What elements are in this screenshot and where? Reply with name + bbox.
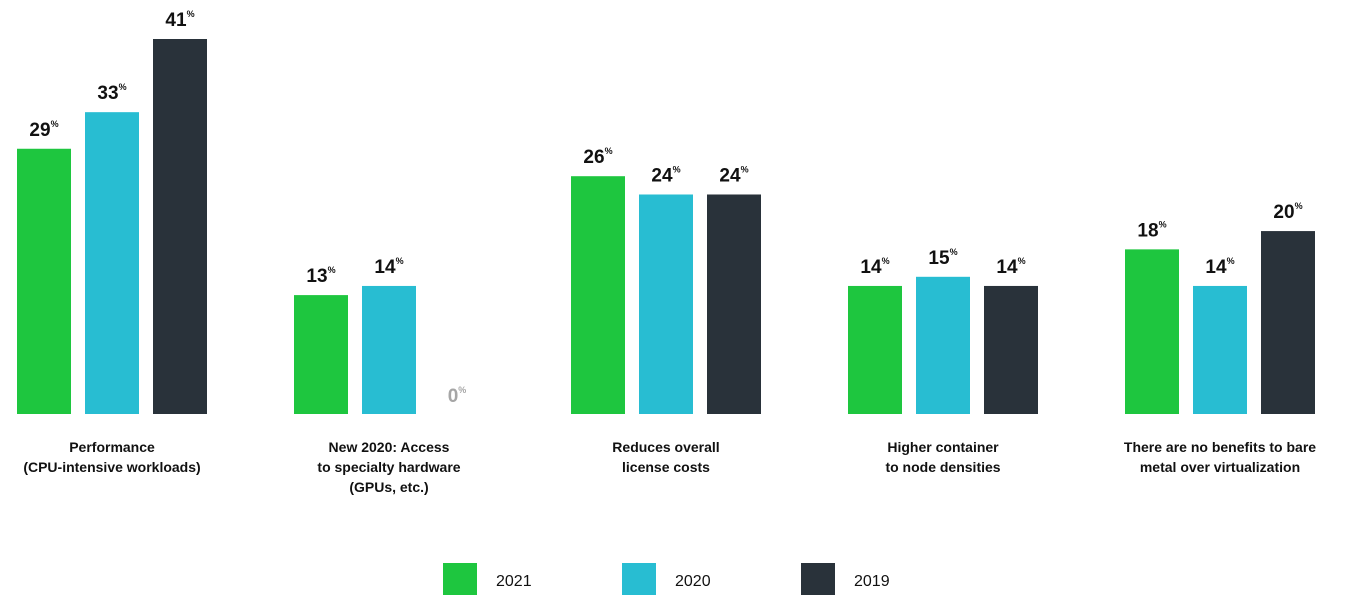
value-label: 20% — [1273, 201, 1302, 223]
category-label: license costs — [622, 459, 710, 475]
bar-2021-1 — [294, 295, 348, 414]
category-label: There are no benefits to bare — [1124, 439, 1316, 455]
category-label: to specialty hardware — [317, 459, 460, 475]
category-label: Reduces overall — [612, 439, 719, 455]
value-label: 15% — [928, 247, 957, 269]
value-label: 14% — [1205, 256, 1234, 278]
legend-swatch-2019 — [801, 563, 835, 595]
value-label: 14% — [374, 256, 403, 278]
bar-2019-0 — [153, 39, 207, 414]
category-label: (CPU-intensive workloads) — [23, 459, 200, 475]
legend-label-2019: 2019 — [854, 573, 890, 590]
bars-layer — [17, 39, 1315, 415]
category-label: metal over virtualization — [1140, 459, 1300, 475]
bar-2019-2 — [707, 194, 761, 414]
bar-2020-2 — [639, 194, 693, 414]
bar-2021-2 — [571, 176, 625, 414]
bar-2021-4 — [1125, 249, 1179, 414]
bar-2020-1 — [362, 285, 416, 414]
category-labels-layer: Performance (CPU-intensive workloads) New … — [23, 439, 1316, 495]
bar-2020-4 — [1193, 285, 1247, 414]
category-label: to node densities — [885, 459, 1000, 475]
value-labels-layer: 29% 33% 41% 13% 14% 0% 26% 24% 24% 14% 15% 14% 18% 14… — [29, 9, 1302, 407]
value-label: 33% — [97, 82, 126, 104]
legend-label-2021: 2021 — [496, 573, 532, 590]
category-label: Higher container — [887, 439, 999, 455]
value-label: 0% — [448, 385, 467, 407]
bar-2020-0 — [85, 112, 139, 415]
category-label: New 2020: Access — [329, 439, 450, 455]
legend: 2021 2020 2019 — [443, 563, 890, 595]
bar-2020-3 — [916, 276, 970, 414]
value-label: 29% — [29, 119, 58, 141]
bar-2021-0 — [17, 148, 71, 414]
legend-swatch-2020 — [622, 563, 656, 595]
value-label: 26% — [583, 146, 612, 168]
value-label: 24% — [651, 164, 680, 186]
bar-2021-3 — [848, 285, 902, 414]
category-label: (GPUs, etc.) — [349, 479, 428, 495]
category-label: Performance — [69, 439, 155, 455]
value-label: 14% — [996, 256, 1025, 278]
value-label: 14% — [860, 256, 889, 278]
value-label: 41% — [165, 9, 194, 31]
bar-2019-3 — [984, 285, 1038, 414]
value-label: 24% — [719, 164, 748, 186]
value-label: 18% — [1137, 219, 1166, 241]
legend-swatch-2021 — [443, 563, 477, 595]
bar-2019-4 — [1261, 231, 1315, 414]
value-label: 13% — [306, 265, 335, 287]
legend-label-2020: 2020 — [675, 573, 711, 590]
